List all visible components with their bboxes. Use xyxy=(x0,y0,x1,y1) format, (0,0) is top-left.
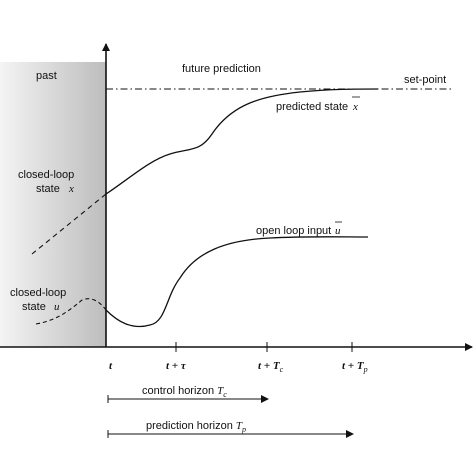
tick-t-tau-sym: τ xyxy=(181,360,187,372)
past-region xyxy=(0,62,106,347)
future-prediction-label: future prediction xyxy=(182,63,261,75)
open-loop-input-label: open loop input xyxy=(256,225,331,237)
prediction-horizon-text: prediction horizon xyxy=(146,420,233,432)
set-point-label: set-point xyxy=(404,74,446,86)
tick-t-tp-sub: p xyxy=(363,365,368,374)
prediction-horizon-label: prediction horizon Tp xyxy=(146,420,246,434)
past-label: past xyxy=(36,70,57,82)
open-loop-input-curve xyxy=(105,236,369,328)
closed-loop-u-line1: closed-loop xyxy=(10,287,66,299)
closed-loop-state-x-curve xyxy=(31,193,107,255)
control-horizon-label: control horizon Tc xyxy=(142,385,227,399)
tick-label-t-tau: t + τ xyxy=(166,360,187,372)
predicted-state-curve xyxy=(105,88,379,195)
closed-loop-x-line1: closed-loop xyxy=(18,169,74,181)
tick-t-tau-base: t xyxy=(166,360,170,372)
prediction-horizon-sym: T xyxy=(236,420,243,432)
control-horizon-sym: T xyxy=(217,385,224,397)
control-horizon-text: control horizon xyxy=(142,385,214,397)
open-loop-input-symbol: u xyxy=(335,225,341,237)
closed-loop-u-symbol: u xyxy=(54,301,60,313)
tick-t-tc-sub: c xyxy=(280,365,284,374)
tick-t-tc-base: t xyxy=(258,360,262,372)
control-horizon-sub: c xyxy=(223,390,227,399)
tick-label-t: t xyxy=(109,360,113,372)
tick-label-t-tc: t + Tc xyxy=(258,360,284,374)
predicted-state-symbol: x xyxy=(352,101,358,113)
closed-loop-u-line2: state xyxy=(22,301,46,313)
tick-label-t-tp: t + Tp xyxy=(342,360,368,374)
tick-t-tp-sym: T xyxy=(357,360,365,372)
tick-t-tc-sym: T xyxy=(273,360,281,372)
closed-loop-x-symbol: x xyxy=(68,183,74,195)
tick-t-tp-base: t xyxy=(342,360,346,372)
tick-t-tc-op: + xyxy=(261,360,273,372)
closed-loop-state-u-curve xyxy=(35,298,107,325)
predicted-state-label: predicted state xyxy=(276,101,348,113)
prediction-horizon-sub: p xyxy=(241,425,246,434)
closed-loop-x-line2: state xyxy=(36,183,60,195)
tick-t-tau-op: + xyxy=(169,360,181,372)
tick-t-tp-op: + xyxy=(345,360,357,372)
